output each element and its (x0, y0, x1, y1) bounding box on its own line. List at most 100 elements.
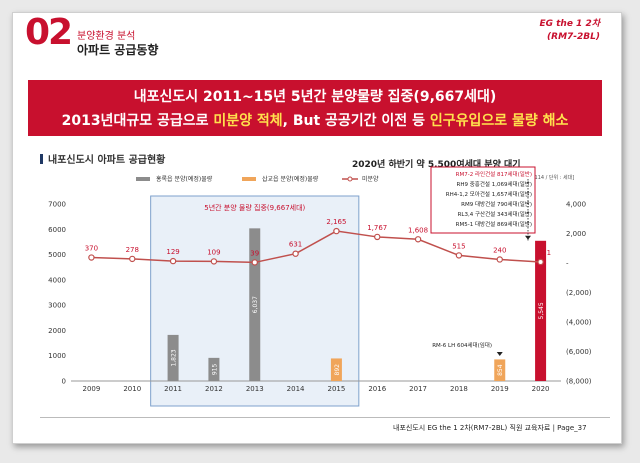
unsold-point (210, 258, 218, 265)
rm6-callout: RM-6 LH 604세대(임대) (432, 341, 492, 349)
y2-tick-label: (6,000) (566, 348, 592, 356)
source-note: [자료: Reps114 / 단위 : 세대] (508, 175, 575, 181)
legend-label: 미분양 (362, 175, 379, 183)
section-number: 02 (25, 12, 73, 53)
y2-tick-label: (4,000) (566, 319, 592, 327)
bar (208, 357, 220, 381)
callout-line: RM7-2 라인건설 817세대(일반) (456, 170, 532, 178)
unsold-point (169, 257, 177, 265)
banner-highlight-1: 미분양 적체 (213, 113, 283, 129)
x-tick-label: 2016 (368, 385, 386, 393)
x-tick-label: 2017 (409, 385, 427, 393)
x-tick-label: 2015 (328, 385, 346, 393)
y-tick-label: 4000 (48, 276, 66, 284)
project-line2: (RM7-2BL) (547, 32, 600, 42)
unsold-value-label: 278 (126, 246, 139, 254)
concentration-label: 5년간 분양 물량 집중(9,667세대) (204, 203, 305, 212)
callout-box (430, 166, 536, 234)
project-name: EG the 1 2차 (RM7-2BL) (539, 18, 600, 44)
chart-headline: 2020년 하반기 약 5,500여세대 분양 대기 (352, 160, 521, 170)
y-tick-label: 5000 (48, 251, 66, 259)
bar-value-label: 1,823 (171, 349, 178, 366)
unsold-value-label: 2,165 (326, 218, 346, 226)
unsold-value-label: 515 (452, 242, 465, 250)
project-line1: EG the 1 2차 (539, 19, 600, 29)
x-tick-label: 2014 (287, 385, 305, 393)
unsold-point (374, 233, 381, 241)
bar-value-label: 892 (334, 364, 341, 376)
legend-swatch (136, 177, 150, 181)
unsold-value-label: 129 (166, 248, 179, 256)
x-tick-label: 2018 (450, 385, 468, 393)
x-tick-label: 2009 (83, 385, 101, 393)
unsold-point (455, 252, 463, 259)
headline-banner: 내포신도시 2011~15년 5년간 분양물량 집중(9,667세대) 2013… (28, 80, 602, 136)
unsold-value-label: 1,608 (408, 226, 428, 234)
unsold-point (251, 259, 258, 266)
bar-value-label: 915 (211, 364, 218, 376)
unsold-point (292, 250, 299, 257)
x-tick-label: 2013 (246, 385, 264, 393)
x-tick-label: 2010 (123, 385, 141, 393)
unsold-value-label: 240 (493, 246, 506, 254)
callout-arrow-icon (525, 235, 531, 240)
unsold-point (129, 255, 136, 263)
x-tick-label: 2020 (532, 385, 550, 393)
unsold-value-label: 370 (85, 245, 98, 253)
callout-line: RH9 중흥건설 1,069세대(일반) (457, 180, 532, 188)
bar (167, 334, 179, 381)
legend-marker (347, 176, 353, 182)
x-tick-label: 2012 (205, 385, 223, 393)
y-tick-label: 2000 (48, 327, 66, 335)
y-tick-label: 7000 (48, 201, 66, 209)
banner-line2: 2013년대규모 공급으로 미분양 적체, But 공공기간 이전 등 인구유입… (28, 110, 602, 130)
unsold-point (88, 254, 95, 261)
legend-label: 삽교읍 분양(예정)물량 (262, 175, 319, 183)
y2-tick-label: 4,000 (566, 201, 586, 209)
chart-title: 내포신도시 아파트 공급현황 (40, 151, 165, 166)
unsold-value-label: 39 (250, 249, 259, 257)
unsold-value-label: 109 (207, 248, 220, 256)
bar-value-label: 6,037 (252, 296, 259, 313)
x-tick-label: 2019 (491, 385, 509, 393)
bar (249, 228, 261, 381)
unsold-line (91, 230, 541, 264)
banner-text-a: 2013년대규모 공급으로 (61, 113, 214, 129)
legend-swatch (242, 177, 256, 181)
bar (535, 240, 547, 381)
unsold-point (414, 236, 422, 243)
y-tick-label: 0 (62, 378, 66, 386)
callout-line: RH4-1,2 모아건설 1,657세대(일반) (446, 190, 532, 198)
bar-value-label: 854 (497, 364, 504, 376)
y2-tick-label: (8,000) (566, 378, 592, 386)
bar (330, 358, 342, 381)
banner-line1: 내포신도시 2011~15년 5년간 분양물량 집중(9,667세대) (133, 89, 497, 105)
y-tick-label: 3000 (48, 302, 66, 310)
unsold-value-label: 1,767 (367, 224, 387, 232)
callout-line: RM5-1 대방건설 869세대(일반) (456, 220, 532, 228)
bar-value-label: 5,545 (538, 302, 545, 319)
y-tick-label: 6000 (48, 226, 66, 234)
y2-tick-label: - (566, 260, 569, 268)
title-marker (40, 154, 43, 164)
y-tick-label: 1000 (48, 352, 66, 360)
banner-highlight-2: 인구유입으로 물량 해소 (429, 113, 569, 129)
unsold-value-label: 631 (289, 241, 302, 249)
unsold-value-label: 71 (542, 249, 551, 257)
unsold-point (537, 258, 544, 266)
legend-label: 홍록읍 분양(예정)물량 (156, 175, 213, 183)
section-title: 아파트 공급동향 (77, 43, 159, 57)
footer-text: 내포신도시 EG the 1 2차(RM7-2BL) 직원 교육자료 | Pag… (393, 424, 587, 432)
unsold-point (333, 227, 340, 235)
banner-text-c: , But 공공기간 이전 등 (282, 113, 430, 129)
callout-line: RM9 대방건설 790세대(일반) (461, 200, 532, 208)
footer-rule (40, 417, 610, 418)
bar (494, 359, 506, 381)
chart-title-text: 내포신도시 아파트 공급현황 (48, 155, 166, 166)
rm6-arrow-icon (496, 352, 503, 356)
unsold-point (496, 256, 503, 263)
section-subtitle: 분양환경 분석 (77, 31, 136, 42)
y2-tick-label: 2,000 (566, 230, 586, 238)
x-tick-label: 2011 (164, 385, 182, 393)
